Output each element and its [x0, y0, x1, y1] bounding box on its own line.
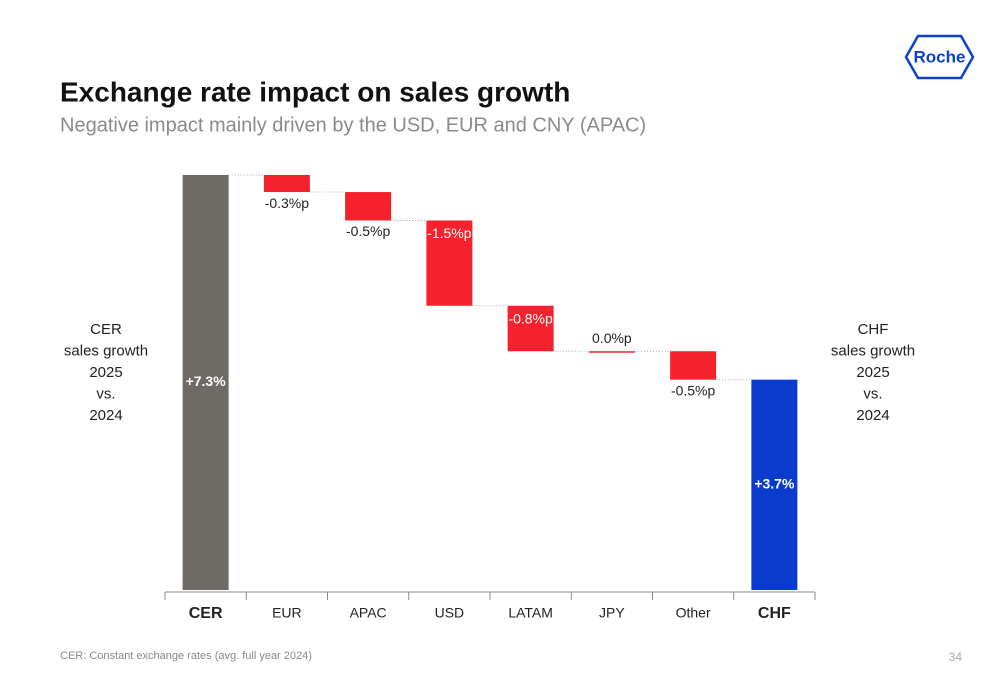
logo: Roche: [914, 47, 966, 66]
value-label: +3.7%: [754, 476, 795, 492]
left-annotation: sales growth: [64, 342, 148, 359]
left-annotation: 2024: [89, 407, 122, 424]
value-label: -1.5%p: [427, 225, 472, 241]
left-annotation: vs.: [96, 385, 115, 402]
left-annotation: CER: [90, 321, 122, 338]
bar: [426, 220, 473, 306]
bar: [507, 305, 554, 352]
left-annotation: 2025: [89, 364, 122, 381]
right-annotation: 2025: [856, 364, 889, 381]
x-tick-label: LATAM: [508, 605, 553, 621]
logo-frame: [904, 34, 975, 80]
right-annotation: 2024: [856, 407, 889, 424]
x-tick-label: USD: [435, 605, 465, 621]
x-tick-label: Other: [676, 605, 711, 621]
bar: [588, 351, 635, 353]
value-label: -0.5%p: [346, 223, 391, 239]
x-tick-label: APAC: [350, 605, 387, 621]
bar: [345, 192, 392, 221]
value-label: -0.8%p: [508, 310, 553, 326]
bar: [263, 175, 310, 193]
value-label: -0.5%p: [671, 382, 716, 398]
x-tick-label: JPY: [599, 605, 625, 621]
x-tick-label: EUR: [272, 605, 302, 621]
bar: [182, 175, 229, 590]
right-annotation: sales growth: [831, 342, 915, 359]
bar: [751, 379, 798, 590]
value-label: -0.3%p: [265, 195, 310, 211]
page-number: 34: [949, 650, 963, 664]
value-label: +7.3%: [186, 373, 227, 389]
value-label: 0.0%p: [592, 330, 632, 346]
x-tick-label: CHF: [758, 605, 791, 622]
chart-title: Exchange rate impact on sales growth: [60, 76, 570, 107]
chart-subtitle: Negative impact mainly driven by the USD…: [60, 114, 646, 136]
right-annotation: vs.: [863, 385, 882, 402]
x-tick-label: CER: [189, 605, 223, 622]
footnote: CER: Constant exchange rates (avg. full …: [60, 650, 312, 662]
bar: [670, 351, 717, 380]
right-annotation: CHF: [858, 321, 889, 338]
